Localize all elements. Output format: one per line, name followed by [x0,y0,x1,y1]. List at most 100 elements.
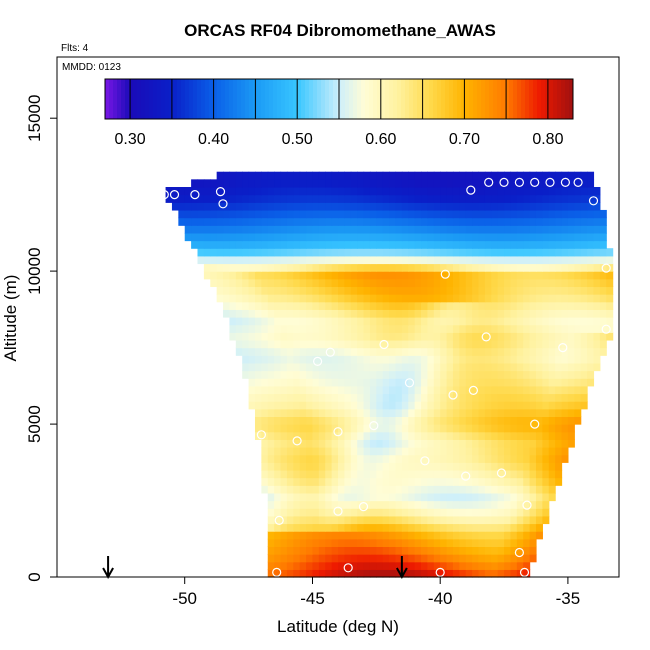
heatmap-cell [472,240,480,249]
heatmap-cell [516,225,524,234]
heatmap-cell [587,263,595,272]
heatmap-cell [593,332,601,341]
heatmap-cell [408,546,416,555]
heatmap-cell [261,447,269,456]
heatmap-cell [408,416,416,425]
heatmap-cell [267,347,275,356]
heatmap-cell [286,431,294,440]
heatmap-cell [395,347,403,356]
heatmap-cell [427,194,435,203]
heatmap-cell [452,324,460,333]
heatmap-cell [516,401,524,410]
heatmap-cell [472,416,480,425]
heatmap-cell [306,515,314,525]
heatmap-cell [567,202,575,211]
heatmap-cell [459,538,467,548]
heatmap-cell [440,278,448,288]
heatmap-cell [312,362,320,372]
heatmap-cell [344,309,352,318]
heatmap-cell [350,385,358,395]
heatmap-cell [344,554,352,563]
heatmap-cell [306,271,314,280]
heatmap-cell [184,194,192,203]
heatmap-cell [293,255,301,265]
heatmap-cell [580,401,588,410]
heatmap-cell [504,569,512,578]
heatmap-cell [184,209,192,219]
heatmap-cell [369,317,377,326]
heatmap-cell [363,531,371,540]
heatmap-cell [548,447,556,456]
heatmap-cell [376,187,384,196]
heatmap-cell [408,271,416,280]
heatmap-cell [427,485,435,494]
heatmap-cell [459,469,467,479]
heatmap-cell [267,408,275,418]
heatmap-cell [312,171,320,180]
heatmap-cell [535,500,543,509]
heatmap-cell [350,317,358,326]
heatmap-cell [280,332,288,341]
heatmap-cell [472,278,480,288]
heatmap-cell [344,263,352,272]
heatmap-cell [357,431,365,440]
heatmap-cell [344,447,352,456]
heatmap-cell [306,317,314,326]
heatmap-cell [350,202,358,211]
heatmap-cell [267,179,275,188]
heatmap-cell [561,232,569,242]
colorbar-segment [393,79,398,119]
heatmap-cell [395,554,403,563]
heatmap-cell [472,485,480,494]
heatmap-cell [433,263,441,272]
heatmap-cell [408,217,416,226]
heatmap-cell [350,370,358,379]
heatmap-cell [376,454,384,463]
heatmap-cell [389,271,397,280]
heatmap-cell [523,393,531,402]
heatmap-cell [216,194,224,203]
heatmap-cell [331,255,339,265]
heatmap-cell [389,171,397,180]
heatmap-cell [446,278,454,288]
sample-point [530,419,540,429]
colorbar-segment [333,79,338,119]
heatmap-cell [446,255,454,265]
heatmap-cell [229,255,237,265]
sample-point [169,190,180,200]
heatmap-cell [548,294,556,303]
heatmap-cell [478,362,486,372]
heatmap-cell [593,317,601,326]
heatmap-cell [229,278,237,288]
heatmap-cell [465,477,473,486]
heatmap-cell [235,171,243,180]
heatmap-cell [478,171,486,180]
heatmap-cell [216,263,224,272]
heatmap-cell [299,370,307,379]
heatmap-cell [408,362,416,372]
heatmap-cell [312,378,320,387]
heatmap-cell [497,385,505,395]
heatmap-cell [389,317,397,326]
heatmap-cell [280,202,288,211]
heatmap-cell [331,515,339,525]
heatmap-cell [478,248,486,257]
heatmap-cell [254,225,262,234]
heatmap-cell [440,347,448,356]
heatmap-cell [382,439,390,448]
heatmap-cell [516,278,524,288]
heatmap-cell [401,569,409,578]
heatmap-cell [529,393,537,402]
heatmap-cell [452,301,460,310]
heatmap-cell [510,462,518,471]
heatmap-cell [178,209,186,219]
heatmap-cell [542,378,550,387]
heatmap-cell [567,347,575,356]
heatmap-cell [516,202,524,211]
heatmap-cell [408,324,416,333]
heatmap-cell [274,309,282,318]
heatmap-cell [369,462,377,471]
heatmap-cell [459,477,467,486]
heatmap-cell [484,347,492,356]
heatmap-cell [350,362,358,372]
